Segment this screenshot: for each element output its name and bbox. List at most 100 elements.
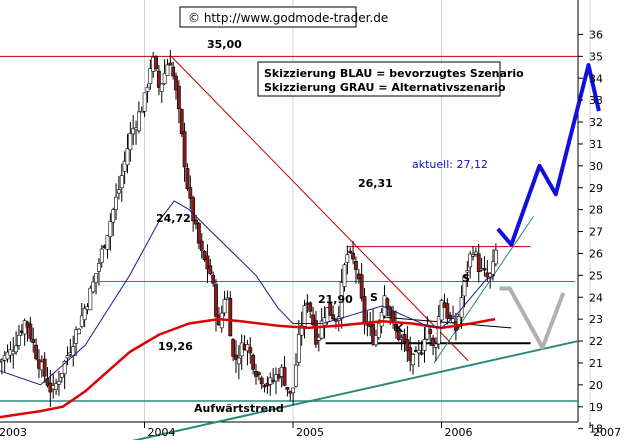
candle-body [31, 339, 36, 343]
candle-body [108, 221, 113, 238]
candle-body [476, 253, 481, 273]
y-tick-label: 22 [589, 335, 603, 348]
candle-body [236, 357, 241, 365]
candle-body [394, 323, 398, 331]
candle-body [308, 302, 313, 312]
short-uptrend-line [433, 215, 534, 364]
candle-body [188, 187, 193, 199]
candle-body [176, 85, 181, 110]
candle-body [282, 367, 287, 386]
candle-body [162, 72, 167, 84]
annotation-shoulder-right: S [462, 272, 470, 285]
x-tick-label: 2003 [0, 426, 27, 439]
x-tick-label: 2006 [445, 426, 473, 439]
y-tick-label: 26 [589, 247, 603, 260]
candle-body [145, 86, 150, 92]
candle-body [137, 111, 141, 132]
candle-body [431, 337, 435, 346]
candle-body [88, 287, 93, 311]
candle-body [248, 347, 253, 354]
candle-body [411, 354, 415, 366]
candle-body [128, 133, 133, 151]
uptrend-line [131, 340, 579, 440]
y-tick-label: 20 [589, 379, 603, 392]
y-tick-label: 29 [589, 182, 603, 195]
candle-body [342, 264, 347, 287]
y-tick-label: 21 [589, 357, 603, 370]
candle-body [139, 111, 144, 114]
x-tick-label: 2007 [593, 426, 621, 439]
candle-body [296, 333, 301, 363]
candle-body [185, 168, 190, 189]
candle-body [156, 70, 161, 88]
candle-body [299, 325, 304, 336]
candle-body [439, 300, 444, 321]
legend-box [257, 61, 501, 97]
candle-body [428, 329, 433, 335]
ma-fast-line [0, 200, 496, 386]
candle-body [54, 383, 58, 390]
candle-body [199, 240, 204, 251]
candle-body [416, 349, 421, 354]
candle-body [348, 250, 353, 253]
candle-body [379, 312, 384, 327]
wedge-line [382, 316, 512, 329]
candle-body [251, 354, 256, 370]
candle-body [117, 189, 121, 194]
annotation-uptrend: Aufwärtstrend [194, 402, 284, 415]
candle-body [57, 380, 61, 385]
candle-body [208, 265, 213, 275]
candle-body [405, 339, 410, 352]
candle-body [311, 314, 316, 326]
candle-body [59, 373, 64, 378]
candle-body [391, 311, 395, 322]
y-tick-label: 23 [589, 313, 603, 326]
candle-body [434, 343, 438, 348]
y-tick-label: 32 [589, 116, 603, 129]
candle-body [448, 314, 453, 320]
y-tick-label: 25 [589, 269, 603, 282]
candle-body [362, 296, 367, 323]
y-tick-label: 28 [589, 204, 603, 217]
candle-body [168, 62, 173, 66]
candle-body [11, 351, 16, 355]
candle-body [77, 328, 81, 335]
candle-body [456, 316, 461, 328]
annotation-shoulder-left: S [370, 291, 378, 304]
candle-body [331, 314, 335, 320]
candle-body [482, 268, 487, 271]
candle-body [202, 251, 207, 260]
candle-body [262, 385, 267, 388]
candle-body [462, 275, 467, 297]
scenario-sketches [496, 63, 601, 350]
candle-body [471, 254, 475, 257]
candle-body [159, 83, 164, 92]
candle-body [488, 273, 493, 278]
candle-body [231, 339, 236, 357]
candle-body [74, 329, 78, 344]
level-label-2631: 26,31 [358, 177, 393, 190]
candle-body [97, 263, 101, 272]
candle-body [165, 64, 170, 76]
y-tick-label: 34 [589, 72, 603, 85]
candle-body [445, 303, 450, 319]
y-tick-label: 18 [589, 423, 603, 436]
candle-body [374, 335, 378, 346]
candle-body [79, 315, 84, 327]
candle-body [259, 377, 264, 385]
candle-body [205, 255, 210, 270]
candle-body [371, 324, 375, 345]
candle-body [17, 334, 21, 346]
y-tick-label: 19 [589, 401, 603, 414]
y-tick-label: 31 [589, 138, 603, 151]
scenario-blue-line [496, 63, 601, 247]
candle-body [42, 358, 47, 377]
candle-body [351, 252, 355, 260]
candle-body [314, 320, 318, 345]
candle-body [14, 345, 19, 353]
candle-body [234, 354, 238, 360]
candle-body [285, 386, 290, 390]
candle-body [191, 197, 196, 222]
candle-body [119, 175, 124, 189]
